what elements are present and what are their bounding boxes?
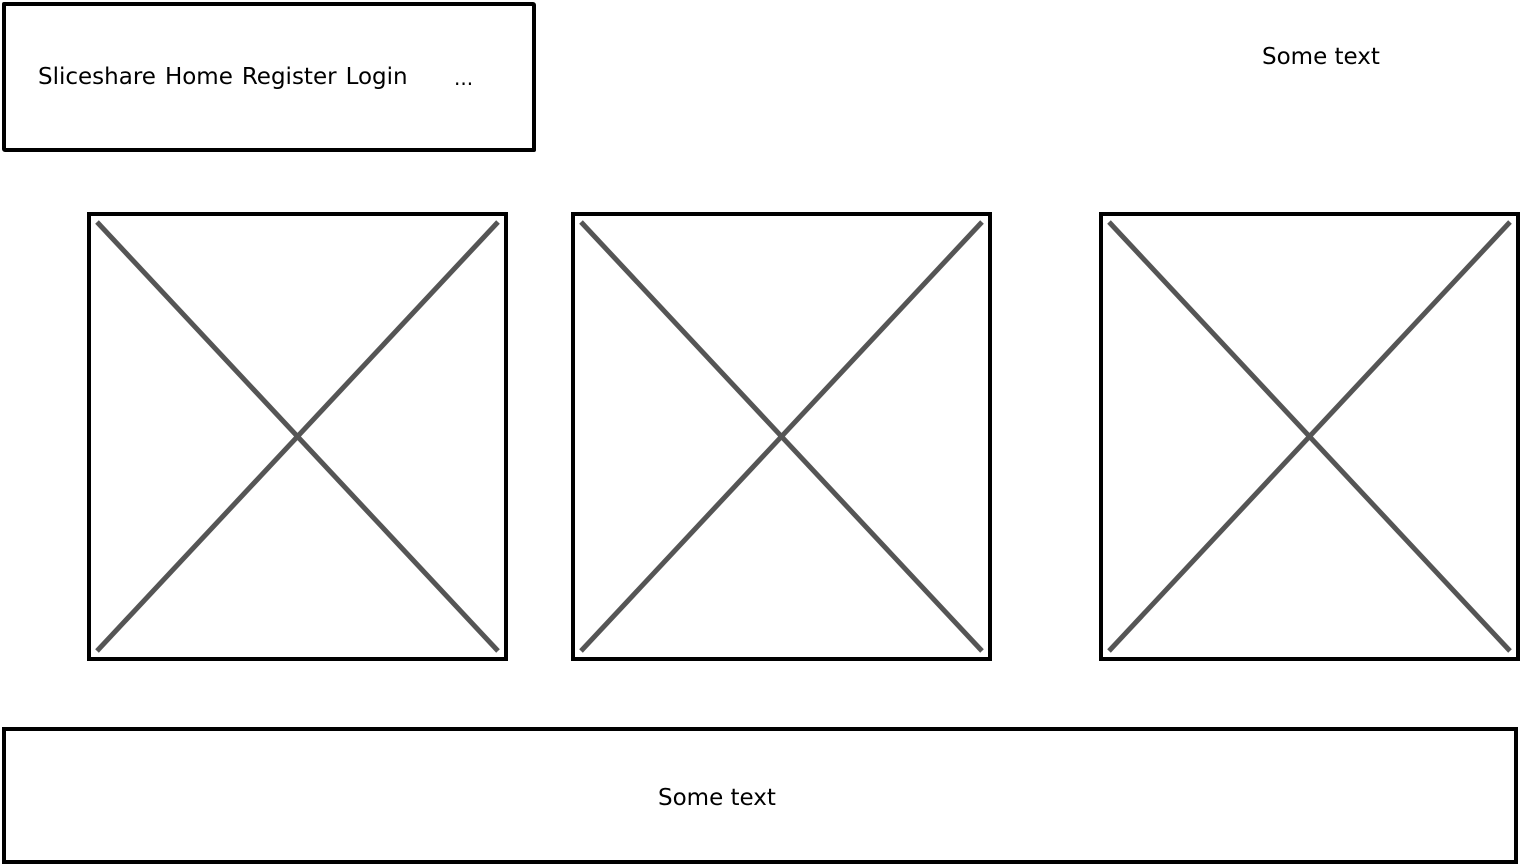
nav-link-register[interactable]: Register [241, 64, 337, 90]
nav-bar: Sliceshare Home Register Login ... [2, 2, 536, 152]
image-placeholder-icon [579, 220, 984, 653]
image-placeholder-icon [95, 220, 500, 653]
nav-links: Sliceshare Home Register Login [38, 62, 417, 92]
image-placeholder-2 [571, 212, 992, 661]
image-placeholder-3 [1099, 212, 1520, 661]
brand-link[interactable]: Sliceshare [38, 64, 156, 90]
footer: Some text [2, 727, 1518, 864]
nav-link-home[interactable]: Home [164, 64, 233, 90]
footer-text: Some text [658, 785, 776, 811]
image-placeholder-1 [87, 212, 508, 661]
nav-more-ellipsis[interactable]: ... [454, 66, 474, 90]
image-placeholder-icon [1107, 220, 1512, 653]
header-text: Some text [1262, 44, 1380, 70]
nav-link-login[interactable]: Login [345, 64, 408, 90]
